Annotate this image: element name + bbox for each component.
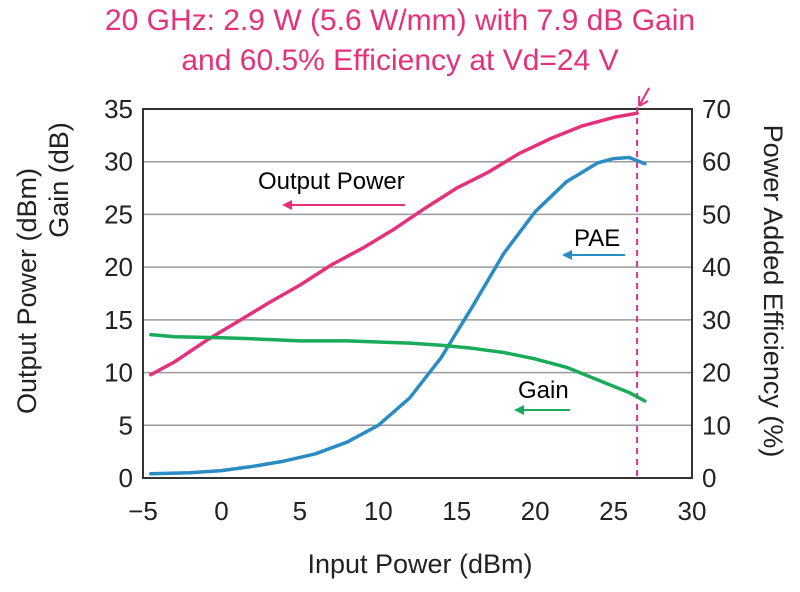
x-tick-label: 15 — [442, 496, 471, 526]
y-left-tick-label: 35 — [104, 94, 133, 124]
y-right-tick-label: 30 — [702, 305, 731, 335]
annotation-output-power-arrow — [282, 200, 405, 210]
y-left-tick-label: 15 — [104, 305, 133, 335]
y-left-tick-label: 30 — [104, 147, 133, 177]
title-pointer-arrow — [638, 87, 650, 107]
y-right-tick-label: 0 — [702, 463, 716, 493]
x-tick-label: −5 — [128, 496, 158, 526]
x-tick-label: 30 — [678, 496, 707, 526]
chart-title-line-2: and 60.5% Efficiency at Vd=24 V — [181, 44, 619, 77]
x-tick-label: 25 — [599, 496, 628, 526]
y-right-tick-label: 60 — [702, 147, 731, 177]
y-left-tick-label: 20 — [104, 252, 133, 282]
tick-labels: −5 0 5 10 15 20 25 3005101520253035010203040506… — [104, 94, 731, 526]
grid-lines — [143, 108, 692, 479]
y-left-tick-label: 10 — [104, 358, 133, 388]
y-left-tick-label: 5 — [119, 410, 133, 440]
x-tick-label: 20 — [521, 496, 550, 526]
series-line-pae — [149, 155, 647, 476]
series-group — [149, 111, 647, 476]
annotation-gain-arrow — [514, 405, 570, 415]
y-left-axis-label-line-2: Gain (dB) — [44, 122, 74, 238]
y-left-axis-label-line-1: Output Power (dBm) — [12, 168, 42, 414]
y-right-tick-label: 20 — [702, 358, 731, 388]
y-right-tick-label: 70 — [702, 94, 731, 124]
y-left-tick-label: 0 — [119, 463, 133, 493]
x-tick-label: 5 — [293, 496, 307, 526]
annotation-pae: PAE — [574, 225, 620, 252]
y-right-tick-label: 40 — [702, 252, 731, 282]
x-axis-label: Input Power (dBm) — [307, 549, 532, 579]
annotation-output-power: Output Power — [258, 168, 405, 195]
y-right-tick-label: 50 — [702, 199, 731, 229]
plot-area-frame — [142, 108, 693, 479]
annotation-pae-arrow — [562, 250, 625, 260]
x-tick-label: 10 — [364, 496, 393, 526]
series-line-gain — [149, 332, 647, 403]
x-tick-label: 0 — [214, 496, 228, 526]
annotation-gain: Gain — [518, 377, 569, 404]
y-right-axis-label: Power Added Efficiency (%) — [758, 125, 788, 458]
chart-title-line-1: 20 GHz: 2.9 W (5.6 W/mm) with 7.9 dB Gai… — [104, 4, 696, 37]
y-right-tick-label: 10 — [702, 410, 731, 440]
series-line-output-power — [149, 111, 639, 377]
y-left-tick-label: 25 — [104, 199, 133, 229]
